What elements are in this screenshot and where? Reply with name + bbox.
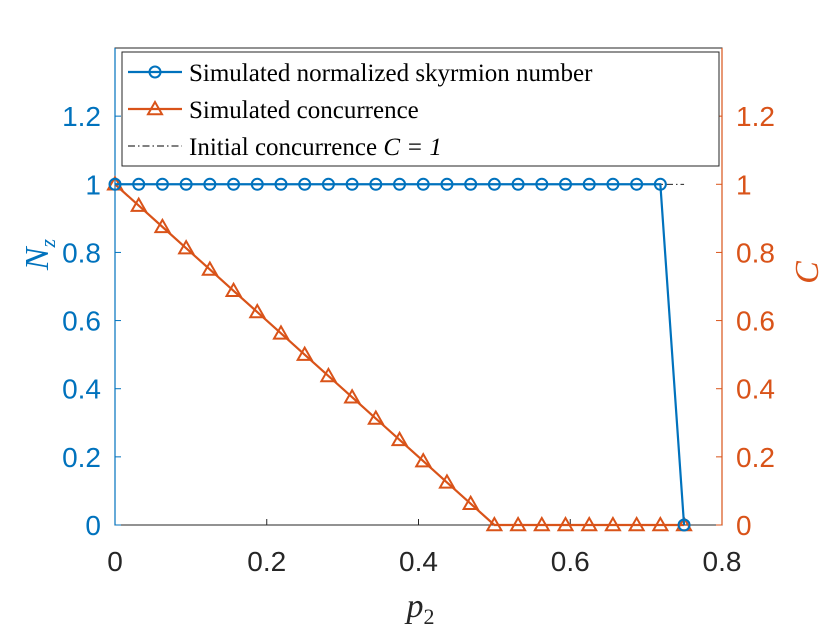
data-point (438, 473, 456, 489)
data-point (416, 177, 430, 191)
y-right-tick-label: 0.4 (736, 374, 775, 405)
data-point (272, 324, 290, 340)
series-line (115, 183, 686, 526)
x-axis-label: p2 (405, 588, 435, 629)
data-point (179, 177, 193, 191)
x-tick-label: 0.2 (247, 546, 286, 577)
data-point (108, 177, 122, 191)
data-point (630, 177, 644, 191)
data-point (535, 177, 549, 191)
x-tick-label: 0.8 (703, 546, 742, 577)
y-right-tick-label: 1.2 (736, 101, 775, 132)
data-point (321, 177, 335, 191)
data-point (250, 177, 264, 191)
data-point (129, 196, 148, 212)
y-right-tick-label: 0.8 (736, 237, 775, 268)
data-point (203, 177, 217, 191)
data-point (604, 515, 622, 532)
y-left-axis-label: Nz (19, 238, 60, 271)
legend: Simulated normalized skyrmion number Simu… (121, 51, 720, 167)
legend-entry-math: C = 1 (383, 134, 442, 161)
y-right-tick-label: 0.2 (736, 442, 775, 473)
data-point (511, 177, 525, 191)
y-right-tick-label: 0.6 (736, 306, 775, 337)
axis-labels: p2 Nz C (19, 238, 826, 629)
legend-marker (148, 65, 162, 79)
data-point (345, 177, 359, 191)
data-point (651, 515, 670, 532)
legend-box (121, 51, 720, 167)
data-point (414, 452, 432, 468)
y-left-tick-label: 0.2 (62, 442, 101, 473)
data-point (487, 177, 501, 191)
data-point (461, 494, 480, 510)
y-left-tick-label: 1 (85, 169, 101, 200)
data-point (319, 366, 338, 383)
y-right-tick-label: 0 (736, 510, 752, 541)
data-point (132, 177, 146, 191)
data-point (274, 177, 288, 191)
legend-entry: Simulated concurrence (189, 97, 419, 124)
data-point (677, 518, 691, 532)
data-point (390, 430, 409, 447)
data-point (367, 409, 385, 425)
data-point (295, 345, 314, 361)
data-point (606, 177, 620, 191)
data-point (155, 177, 169, 191)
legend-marker (146, 99, 164, 116)
series-line (114, 183, 685, 527)
x-axis-label-sub: 2 (424, 604, 435, 629)
data-point (201, 260, 219, 276)
data-point (559, 177, 573, 191)
data-point (343, 388, 361, 404)
x-tick-label: 0 (107, 546, 123, 577)
tick-labels: 0 0.2 0.4 0.6 0.8 0 0.2 0.4 0.6 0.8 1 1.2 0 0.2 0.4 0.6… (62, 101, 775, 577)
series-1 (106, 175, 693, 532)
data-point (464, 177, 478, 191)
y-left-tick-label: 0 (85, 510, 101, 541)
data-point (298, 177, 312, 191)
y-right-tick-label: 1 (736, 169, 752, 200)
data-point (440, 177, 454, 191)
data-point (533, 515, 551, 532)
x-tick-label: 0.4 (399, 546, 438, 577)
data-point (393, 177, 407, 191)
data-point (509, 515, 527, 532)
y-left-tick-label: 0.4 (62, 374, 101, 405)
series-0 (108, 177, 691, 532)
y-left-tick-label: 0.8 (62, 237, 101, 268)
data-point (177, 239, 195, 255)
data-point (580, 515, 598, 532)
data-point (653, 177, 667, 191)
legend-entry: Simulated normalized skyrmion number (189, 60, 593, 87)
data-point (227, 177, 241, 191)
series-group (106, 175, 693, 532)
y-right-axis-label: C (789, 261, 826, 284)
y-left-tick-label: 1.2 (62, 101, 101, 132)
data-point (369, 177, 383, 191)
legend-entry-text: Initial concurrence (189, 134, 383, 161)
data-point (153, 217, 172, 234)
data-point (582, 177, 596, 191)
data-point (224, 281, 243, 298)
data-point (248, 303, 266, 319)
y-left-tick-label: 0.6 (62, 306, 101, 337)
data-point (556, 515, 575, 532)
data-point (485, 515, 504, 532)
x-tick-label: 0.6 (551, 546, 590, 577)
y-left-axis-label-sub: z (35, 238, 60, 248)
legend-entry: Initial concurrence C = 1 (189, 134, 442, 161)
data-point (627, 515, 646, 532)
